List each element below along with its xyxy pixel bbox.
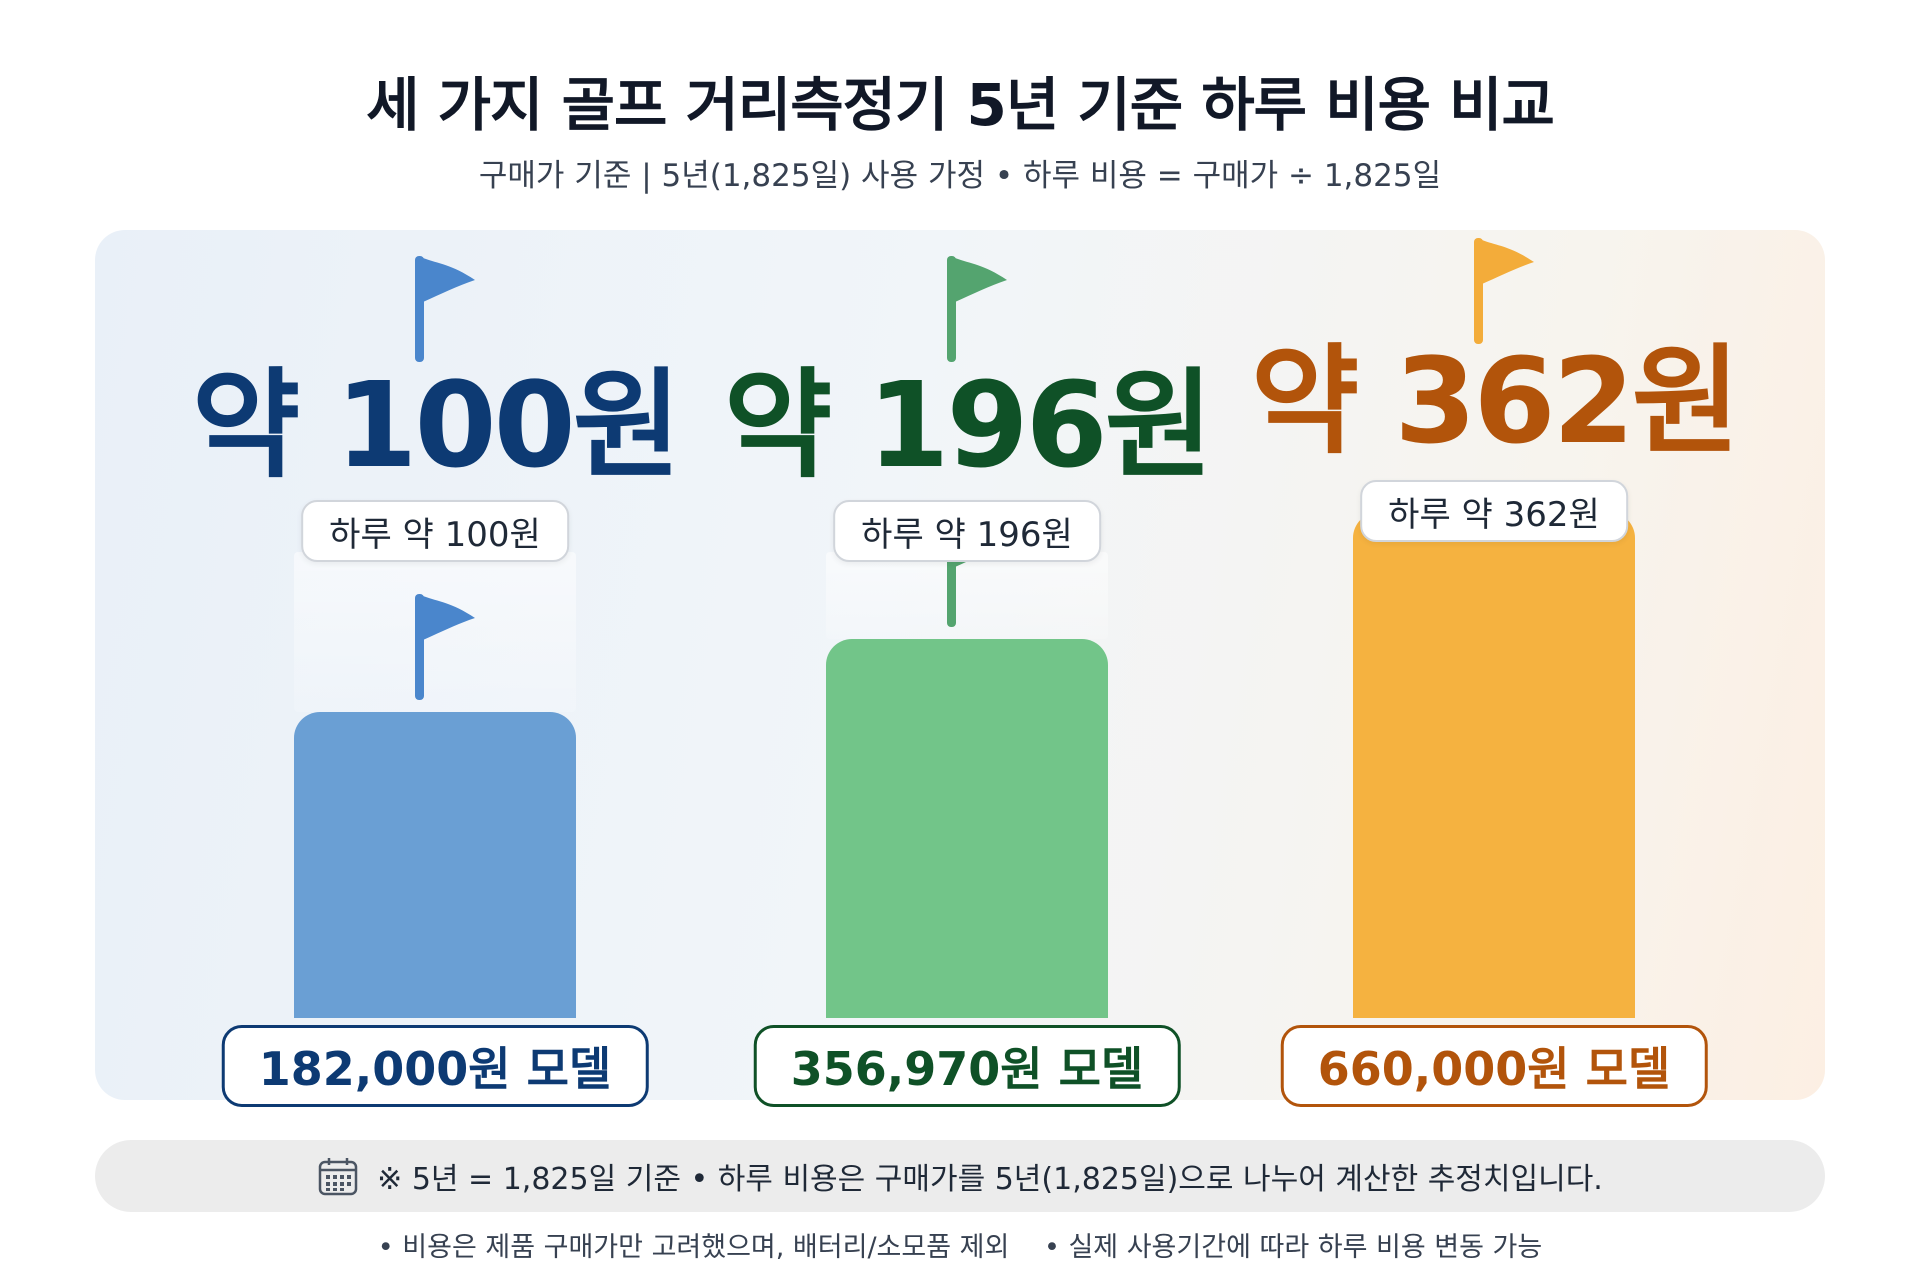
value-label: 약 196원 (723, 356, 1214, 494)
bar (294, 712, 576, 1018)
bar (1353, 512, 1635, 1018)
footnote-item: • 비용은 제품 구매가만 고려했으며, 배터리/소모품 제외 (377, 1232, 1010, 1263)
daily-cost-pill: 하루 약 196원 (833, 500, 1101, 562)
daily-cost-pill: 하루 약 362원 (1360, 480, 1628, 542)
note-bar: ※ 5년 = 1,825일 기준 • 하루 비용은 구매가를 5년(1,825일… (95, 1140, 1825, 1212)
value-label: 약 362원 (1250, 332, 1741, 470)
footnote-item: • 실제 사용기간에 따라 하루 비용 변동 가능 (1043, 1232, 1543, 1263)
flag-icon (943, 254, 1013, 368)
category-label: 660,000원 모델 (1280, 1025, 1708, 1107)
daily-cost-pill: 하루 약 100원 (301, 500, 569, 562)
note-text: ※ 5년 = 1,825일 기준 • 하루 비용은 구매가를 5년(1,825일… (377, 1162, 1603, 1197)
flag-icon (411, 592, 481, 706)
chart-subtitle: 구매가 기준 | 5년(1,825일) 사용 가정 • 하루 비용 = 구매가 … (478, 158, 1442, 194)
flag-icon (1470, 236, 1540, 350)
footnotes: • 비용은 제품 구매가만 고려했으며, 배터리/소모품 제외 • 실제 사용기… (0, 1225, 1920, 1264)
bar-column-glow (826, 552, 1108, 639)
calendar-icon (317, 1155, 359, 1197)
chart-title: 세 가지 골프 거리측정기 5년 기준 하루 비용 비교 (366, 71, 1555, 139)
flag-icon (411, 254, 481, 368)
category-label: 182,000원 모델 (221, 1025, 649, 1107)
bar (826, 638, 1108, 1018)
value-label: 약 100원 (191, 356, 682, 494)
category-label: 356,970원 모델 (753, 1025, 1181, 1107)
